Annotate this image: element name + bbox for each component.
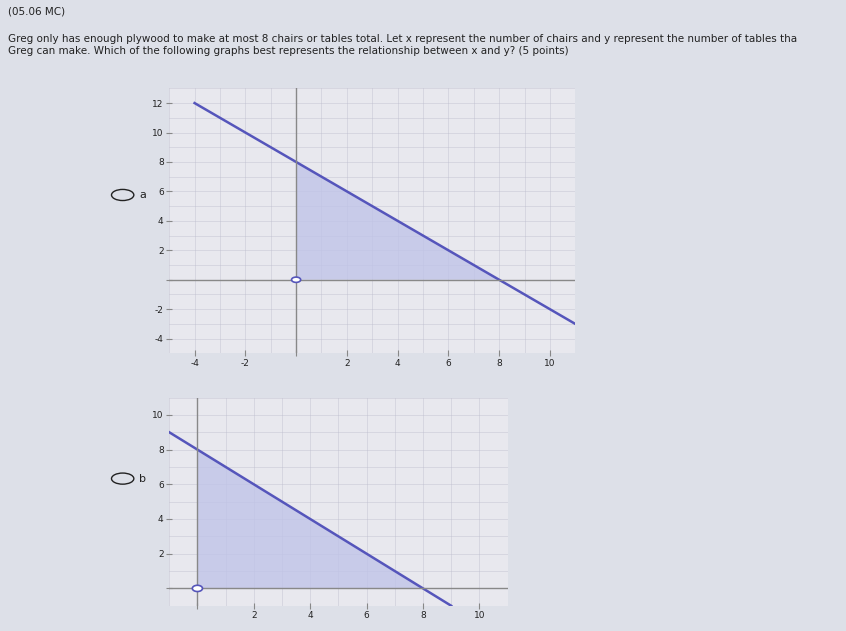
Circle shape [192,586,202,591]
Circle shape [292,277,300,283]
Polygon shape [296,162,499,280]
Polygon shape [197,449,423,588]
Text: b: b [140,474,146,483]
Text: a: a [140,190,146,200]
Text: Greg only has enough plywood to make at most 8 chairs or tables total. Let x rep: Greg only has enough plywood to make at … [8,34,798,56]
Text: (05.06 MC): (05.06 MC) [8,6,66,16]
